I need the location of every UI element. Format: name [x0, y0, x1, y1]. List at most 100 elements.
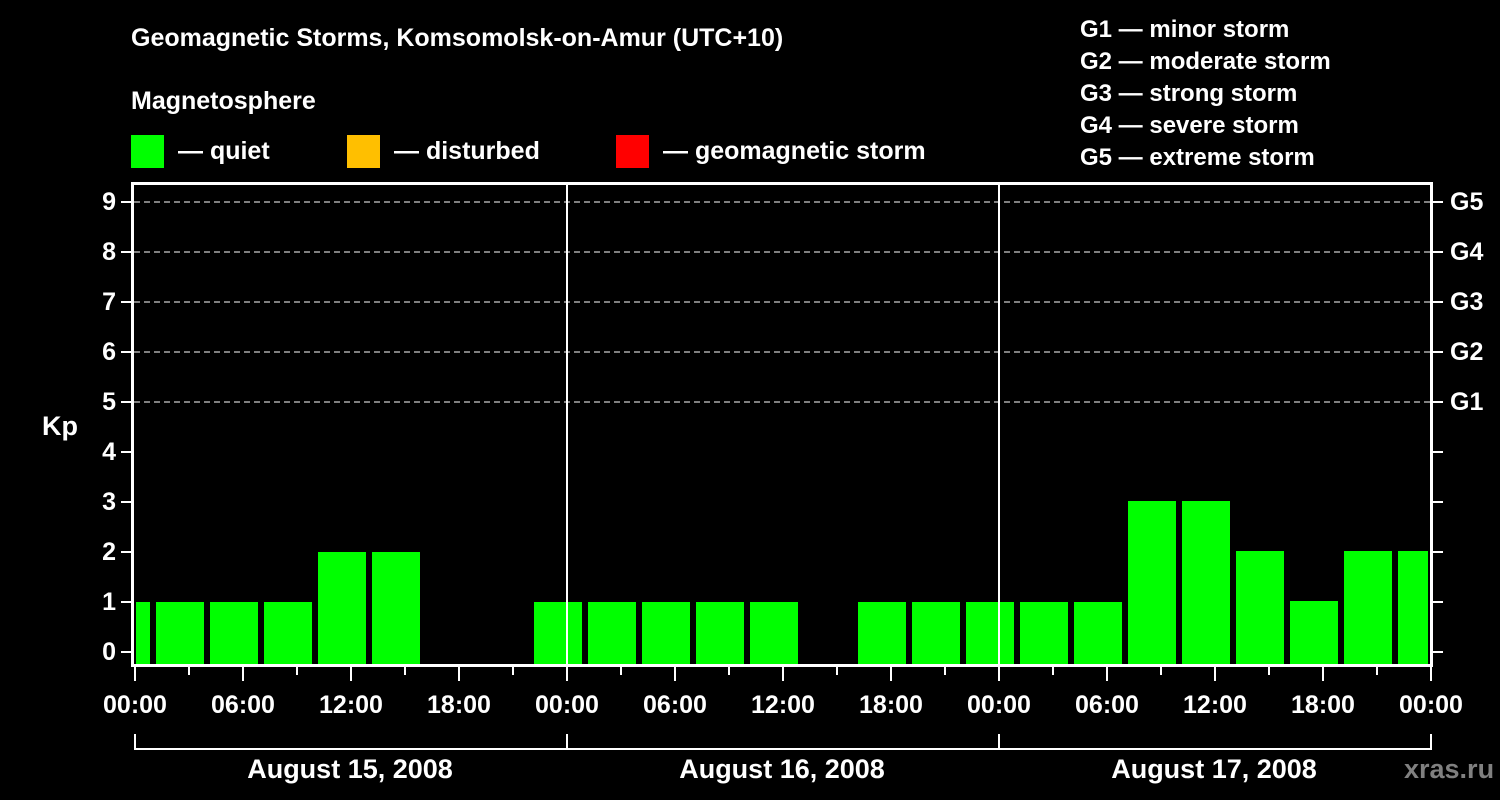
y-label-7: 7 — [102, 288, 116, 316]
x-tick — [998, 667, 1000, 681]
x-label: 18:00 — [1291, 691, 1355, 719]
g1-label: G1 — [1450, 388, 1484, 416]
bar — [588, 602, 636, 665]
y-label-2: 2 — [102, 538, 116, 566]
gridline-6 — [134, 351, 1430, 353]
x-tick — [728, 667, 730, 675]
bar — [966, 602, 1014, 665]
legend-storm: — geomagnetic storm — [616, 134, 926, 168]
y-label-3: 3 — [102, 488, 116, 516]
y-label-1: 1 — [102, 588, 116, 616]
quiet-swatch-icon — [131, 134, 164, 168]
x-label: 00:00 — [103, 691, 167, 719]
g5-label: G5 — [1450, 188, 1484, 216]
bar — [1128, 501, 1176, 665]
x-tick — [566, 667, 568, 681]
right-tick — [1433, 201, 1443, 203]
x-label: 18:00 — [859, 691, 923, 719]
y-tick — [121, 551, 131, 553]
storm-swatch-icon — [616, 134, 649, 168]
y-label-5: 5 — [102, 388, 116, 416]
x-tick — [1376, 667, 1378, 675]
bar — [1182, 501, 1230, 665]
g3-label: G3 — [1450, 288, 1484, 316]
right-tick — [1433, 301, 1443, 303]
right-tick — [1433, 501, 1443, 503]
day-separator — [998, 182, 1000, 667]
bar — [1344, 551, 1392, 665]
x-tick — [458, 667, 460, 681]
bar — [1398, 551, 1428, 665]
y-tick — [121, 651, 131, 653]
y-label-4: 4 — [102, 438, 116, 466]
day-bracket-tick — [1430, 734, 1432, 749]
x-tick — [350, 667, 352, 681]
y-tick — [121, 301, 131, 303]
y-label-8: 8 — [102, 238, 116, 266]
gridline-5 — [134, 401, 1430, 403]
y-tick — [121, 251, 131, 253]
bar — [1020, 602, 1068, 665]
bar — [210, 602, 258, 665]
y-axis-label: Kp — [42, 411, 78, 441]
g4-legend: G4 — severe storm — [1080, 112, 1299, 139]
day-label-aug17: August 17, 2008 — [1111, 754, 1317, 784]
right-tick — [1433, 401, 1443, 403]
g2-legend: G2 — moderate storm — [1080, 48, 1331, 75]
x-tick — [188, 667, 190, 675]
g4-label: G4 — [1450, 238, 1484, 266]
legend-disturbed: — disturbed — [347, 134, 540, 168]
x-tick — [1430, 667, 1432, 681]
gridline-8 — [134, 251, 1430, 253]
day-label-aug15: August 15, 2008 — [247, 754, 453, 784]
bar — [318, 552, 366, 665]
legend-storm-label: — geomagnetic storm — [663, 136, 926, 165]
disturbed-swatch-icon — [347, 134, 380, 168]
bar — [264, 602, 312, 665]
x-tick — [674, 667, 676, 681]
right-tick — [1433, 251, 1443, 253]
y-tick — [121, 201, 131, 203]
x-label: 06:00 — [211, 691, 275, 719]
x-tick — [1268, 667, 1270, 675]
y-tick — [121, 601, 131, 603]
x-tick — [1322, 667, 1324, 681]
day-bracket-tick — [134, 734, 136, 749]
plot-area — [131, 182, 1433, 667]
x-tick — [1106, 667, 1108, 681]
x-tick — [134, 667, 136, 681]
right-tick — [1433, 651, 1443, 653]
x-label: 06:00 — [1075, 691, 1139, 719]
bar — [1290, 601, 1338, 665]
bar — [136, 602, 150, 665]
g1-legend: G1 — minor storm — [1080, 16, 1290, 43]
y-label-9: 9 — [102, 188, 116, 216]
g5-legend: G5 — extreme storm — [1080, 144, 1315, 171]
x-label: 12:00 — [319, 691, 383, 719]
g3-legend: G3 — strong storm — [1080, 80, 1298, 107]
legend-disturbed-label: — disturbed — [394, 136, 540, 165]
y-tick — [121, 451, 131, 453]
bar — [534, 602, 582, 665]
bar — [156, 602, 204, 665]
legend-quiet-label: — quiet — [178, 136, 270, 165]
right-tick — [1433, 601, 1443, 603]
bar — [372, 552, 420, 665]
day-bracket-tick — [566, 734, 568, 749]
x-tick — [296, 667, 298, 675]
x-label: 12:00 — [1183, 691, 1247, 719]
y-tick — [121, 351, 131, 353]
x-tick — [404, 667, 406, 675]
y-tick — [121, 401, 131, 403]
x-label: 06:00 — [643, 691, 707, 719]
x-tick — [836, 667, 838, 675]
x-tick — [890, 667, 892, 681]
bar — [1074, 602, 1122, 665]
x-tick — [512, 667, 514, 675]
x-label: 18:00 — [427, 691, 491, 719]
watermark: xras.ru — [1404, 754, 1495, 784]
right-tick — [1433, 351, 1443, 353]
x-tick — [1214, 667, 1216, 681]
bar — [1236, 551, 1284, 665]
right-tick — [1433, 551, 1443, 553]
